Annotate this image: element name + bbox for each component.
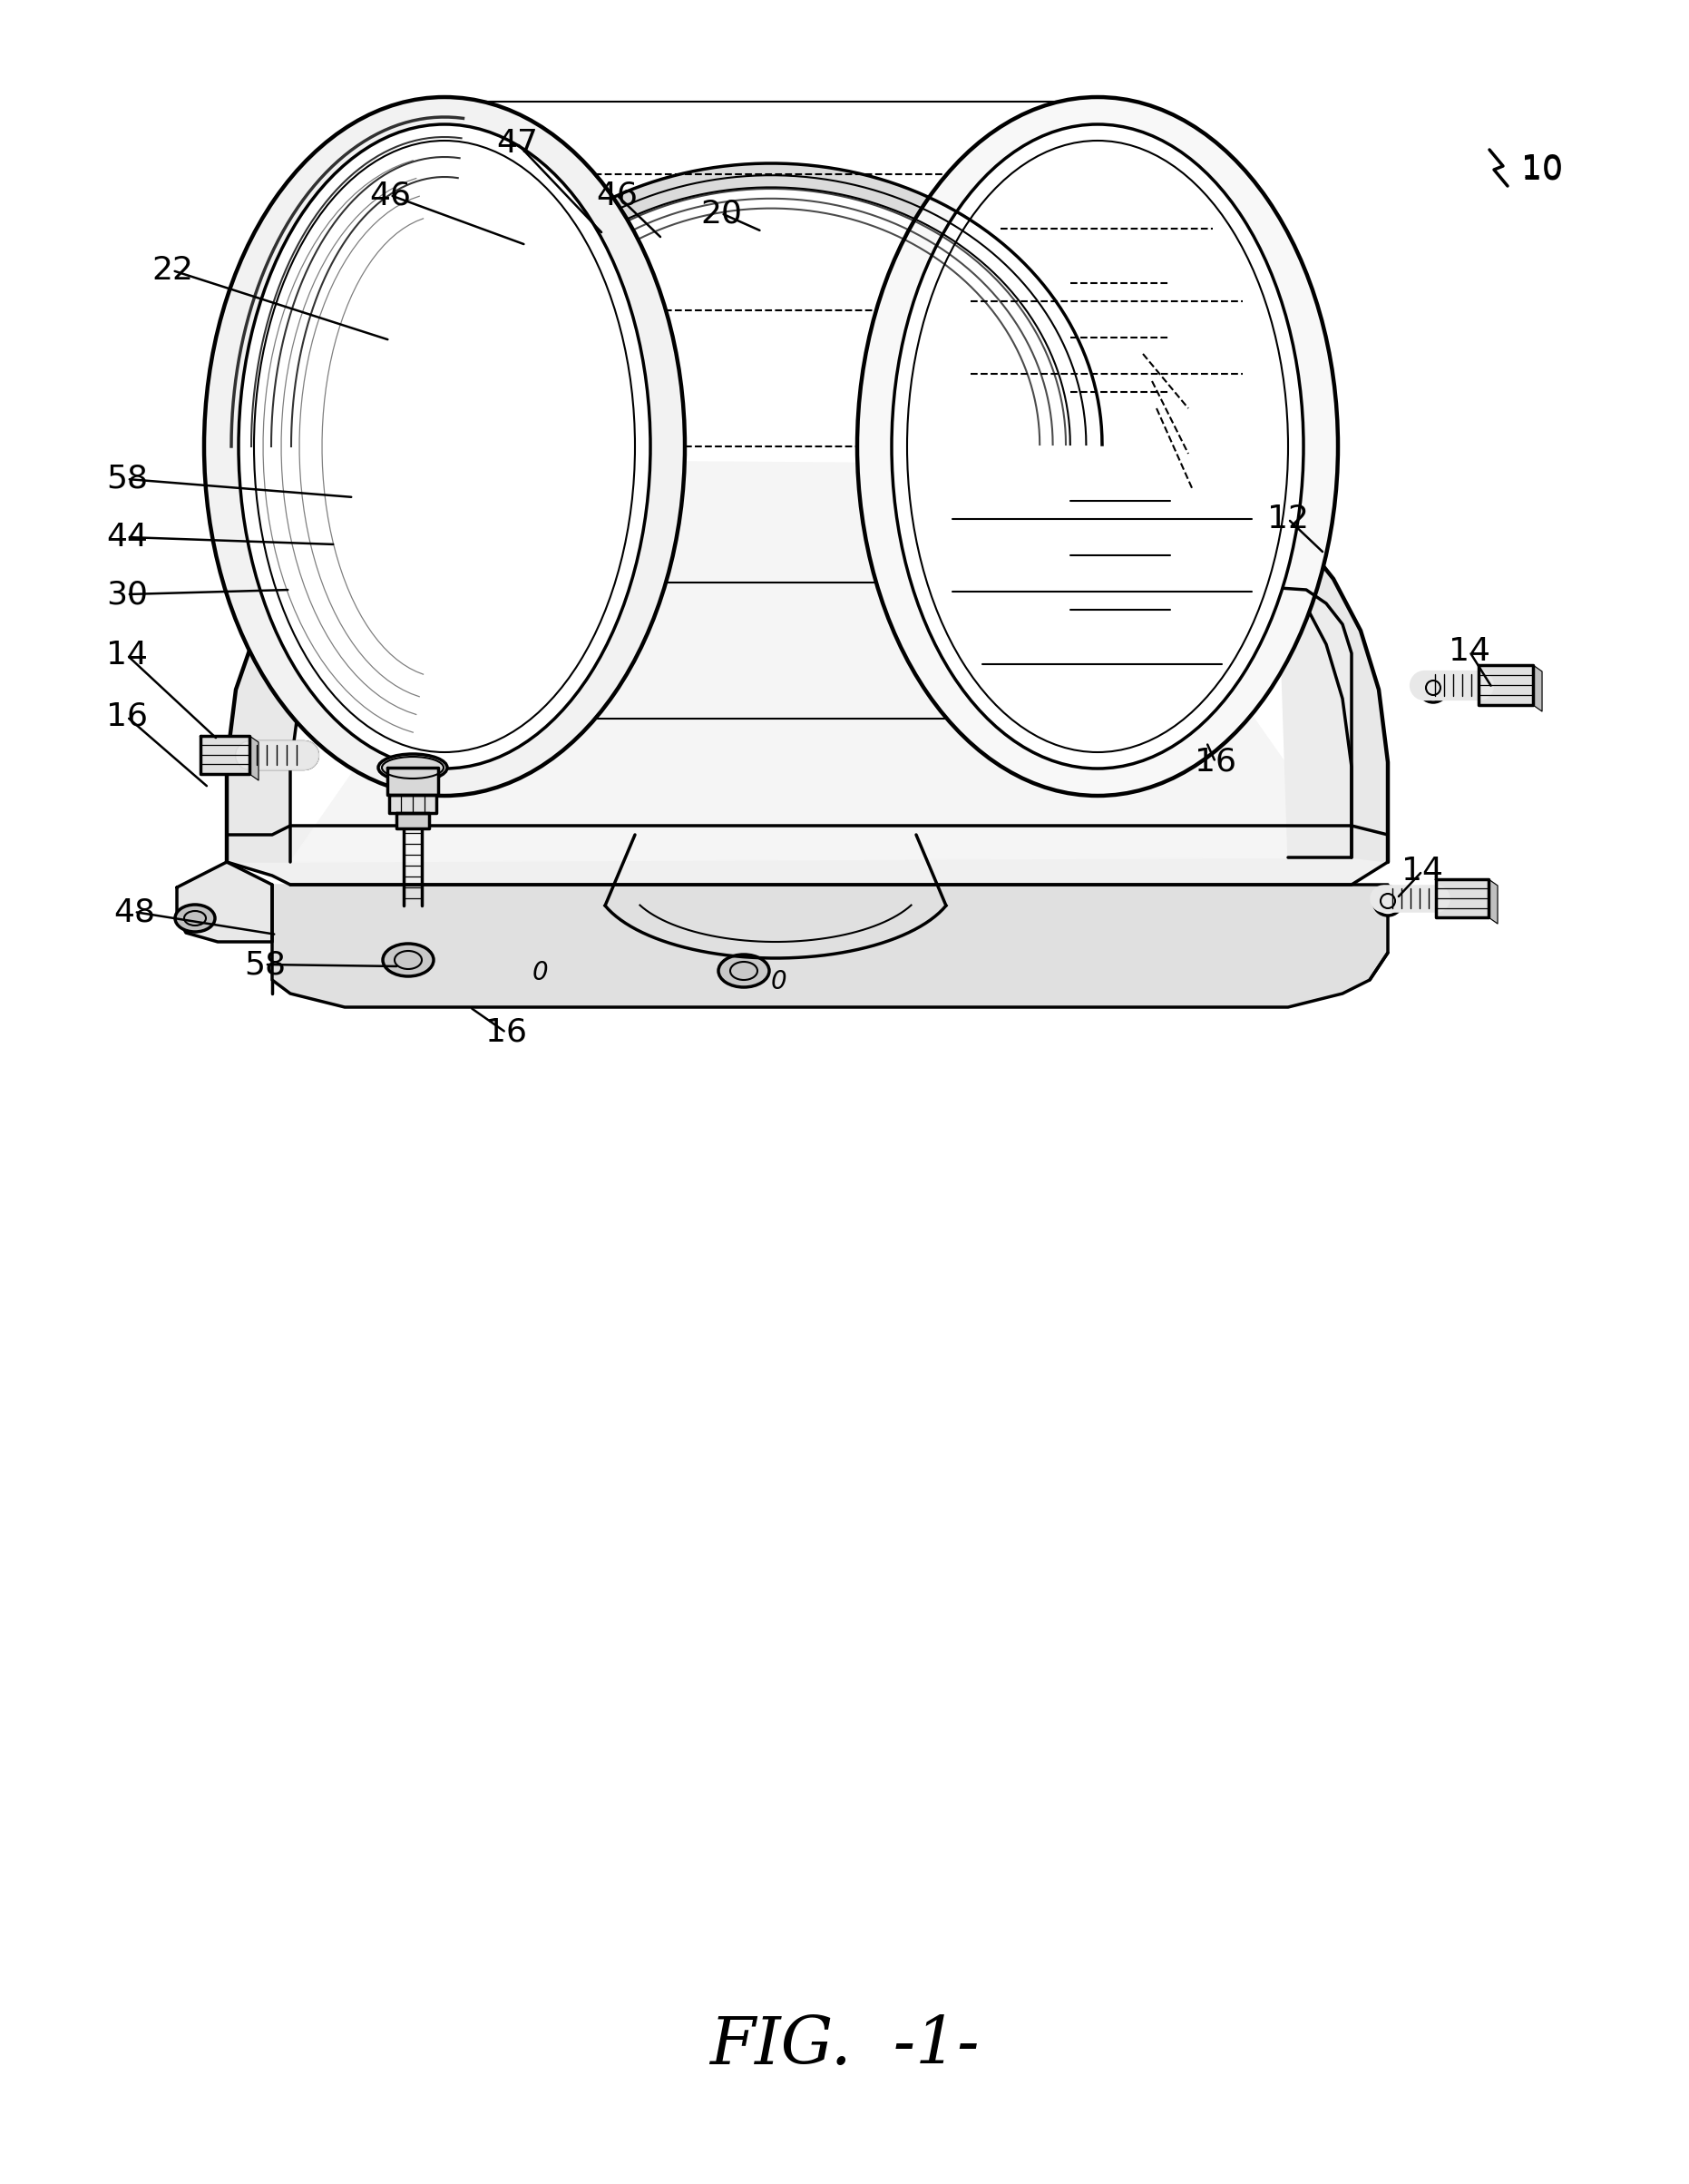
Polygon shape — [291, 461, 1351, 863]
Text: 10: 10 — [1522, 153, 1562, 183]
Polygon shape — [1488, 880, 1498, 924]
Polygon shape — [387, 767, 437, 795]
Text: 47: 47 — [497, 129, 537, 159]
Ellipse shape — [238, 124, 650, 769]
Text: 30: 30 — [106, 579, 149, 609]
Text: 22: 22 — [152, 256, 193, 286]
Text: 14: 14 — [1402, 856, 1442, 887]
Polygon shape — [439, 164, 1103, 446]
Text: 46: 46 — [596, 179, 638, 210]
Text: 16: 16 — [485, 1018, 527, 1048]
Polygon shape — [1436, 880, 1488, 917]
Text: 16: 16 — [106, 701, 149, 732]
Polygon shape — [1478, 666, 1534, 705]
Text: 16: 16 — [1194, 747, 1236, 778]
Text: 0: 0 — [532, 961, 547, 985]
Circle shape — [1419, 673, 1447, 703]
Polygon shape — [1279, 587, 1351, 858]
Ellipse shape — [718, 954, 768, 987]
Text: 10: 10 — [1522, 155, 1562, 186]
Text: 12: 12 — [1267, 505, 1309, 535]
Text: 20: 20 — [701, 199, 741, 229]
Polygon shape — [1076, 454, 1388, 863]
Polygon shape — [272, 885, 1388, 1007]
Ellipse shape — [204, 96, 684, 795]
Ellipse shape — [378, 753, 448, 782]
Text: 0: 0 — [770, 970, 787, 994]
Polygon shape — [388, 795, 436, 812]
Text: 46: 46 — [370, 179, 410, 210]
Ellipse shape — [892, 124, 1304, 769]
Polygon shape — [201, 736, 250, 773]
Text: 58: 58 — [243, 950, 285, 981]
Polygon shape — [226, 446, 569, 863]
Ellipse shape — [383, 943, 434, 976]
Circle shape — [1373, 887, 1402, 915]
Text: 14: 14 — [1449, 636, 1490, 666]
Text: 44: 44 — [106, 522, 149, 553]
Ellipse shape — [858, 96, 1338, 795]
Text: 14: 14 — [106, 640, 149, 670]
Text: 48: 48 — [113, 895, 155, 928]
Polygon shape — [397, 812, 429, 828]
Polygon shape — [1534, 666, 1542, 712]
Text: 58: 58 — [106, 463, 149, 494]
Text: FIG.  -1-: FIG. -1- — [709, 2014, 980, 2079]
Polygon shape — [250, 736, 258, 780]
Polygon shape — [177, 863, 272, 941]
Ellipse shape — [176, 904, 215, 933]
Polygon shape — [226, 826, 1388, 885]
